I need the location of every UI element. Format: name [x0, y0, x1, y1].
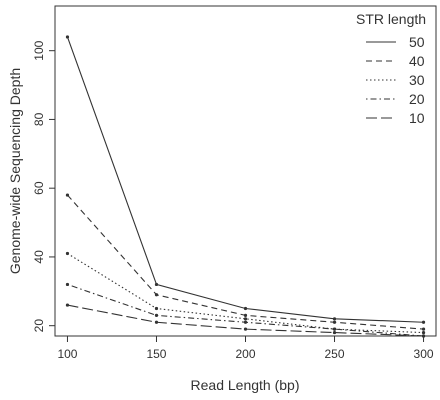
x-tick-label: 100	[57, 347, 77, 361]
data-point	[332, 317, 337, 321]
x-tick-label: 200	[235, 347, 255, 361]
data-point	[332, 330, 337, 335]
y-tick-label: 60	[32, 181, 46, 195]
y-tick-label: 40	[32, 250, 46, 264]
data-point	[332, 320, 337, 324]
y-tick-label: 20	[32, 319, 46, 333]
data-point	[421, 330, 426, 335]
x-axis-ticks: 100 150 200 250 300	[57, 336, 434, 361]
series-line-10	[67, 304, 424, 337]
plot-frame	[54, 5, 437, 337]
data-point	[421, 320, 426, 324]
data-point	[421, 327, 426, 331]
legend-entry-label: 10	[409, 110, 425, 126]
data-point	[154, 306, 159, 311]
x-tick-label: 300	[414, 347, 434, 361]
legend-title: STR length	[356, 11, 426, 27]
legend: STR length 50 40 30 20 10	[356, 11, 426, 126]
data-point	[154, 320, 159, 324]
data-point	[154, 282, 159, 287]
y-axis-ticks: 20 40 60 80 100	[32, 40, 55, 332]
data-point	[332, 327, 337, 331]
data-point	[65, 282, 70, 287]
data-point	[243, 320, 248, 324]
legend-entry-label: 30	[409, 72, 425, 88]
y-tick-label: 80	[32, 112, 46, 126]
y-axis-label: Genome-wide Sequencing Depth	[7, 68, 23, 274]
y-tick-label: 100	[32, 40, 46, 60]
legend-entry-label: 50	[409, 34, 425, 50]
data-point	[243, 306, 248, 311]
data-point	[154, 293, 159, 297]
legend-entry-label: 20	[409, 91, 425, 107]
x-tick-label: 150	[146, 347, 166, 361]
data-point	[65, 193, 70, 197]
data-point	[243, 313, 248, 317]
data-point	[243, 327, 248, 331]
data-point	[65, 303, 70, 307]
data-point	[65, 251, 70, 256]
data-point	[65, 35, 70, 39]
data-point	[421, 334, 426, 338]
x-axis-label: Read Length (bp)	[191, 377, 300, 393]
data-point	[243, 317, 248, 321]
series-layer	[65, 35, 426, 338]
x-tick-label: 250	[325, 347, 345, 361]
legend-entry-label: 40	[409, 53, 425, 69]
data-point	[154, 313, 159, 317]
